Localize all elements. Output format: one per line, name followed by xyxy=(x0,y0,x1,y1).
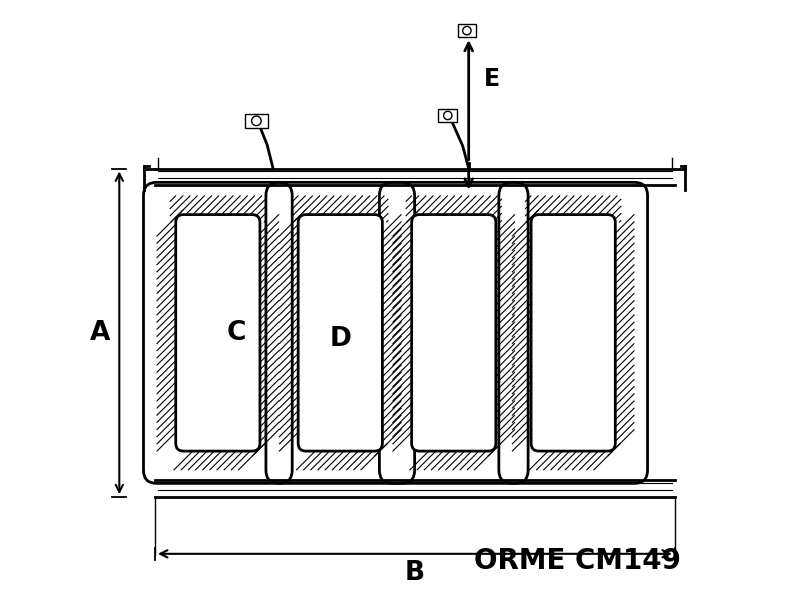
Text: C: C xyxy=(227,320,246,346)
Text: ORME CM149: ORME CM149 xyxy=(474,547,681,575)
FancyBboxPatch shape xyxy=(176,215,260,451)
FancyBboxPatch shape xyxy=(266,182,414,484)
Bar xyxy=(438,109,458,122)
Text: E: E xyxy=(484,67,500,91)
FancyBboxPatch shape xyxy=(531,215,615,451)
FancyBboxPatch shape xyxy=(379,182,528,484)
Text: D: D xyxy=(330,326,351,352)
FancyBboxPatch shape xyxy=(412,215,496,451)
Text: A: A xyxy=(90,320,110,346)
Bar xyxy=(155,169,674,497)
Bar xyxy=(458,24,476,37)
Bar xyxy=(155,481,674,497)
Bar xyxy=(155,169,674,185)
FancyBboxPatch shape xyxy=(143,182,292,484)
FancyBboxPatch shape xyxy=(499,182,647,484)
FancyBboxPatch shape xyxy=(298,215,382,451)
Text: B: B xyxy=(405,560,425,586)
Bar xyxy=(245,113,268,128)
